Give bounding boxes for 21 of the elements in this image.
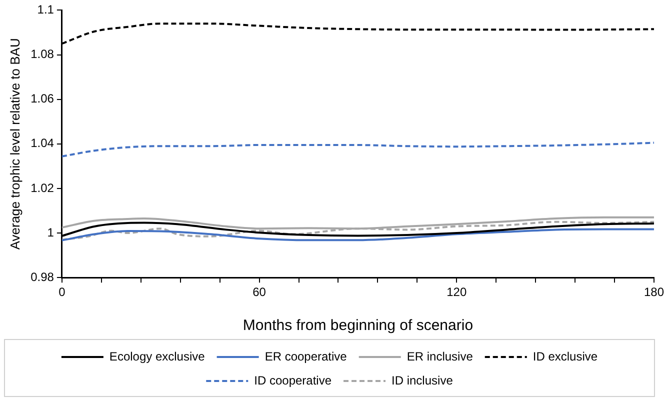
legend-label: ER inclusive xyxy=(406,349,474,364)
y-tick-label: 1.1 xyxy=(37,2,54,17)
y-axis-title: Average trophic level relative to BAU xyxy=(7,38,22,250)
y-tick-label: 1 xyxy=(47,225,54,240)
x-tick-label: 0 xyxy=(58,285,66,300)
y-tick-label: 1.04 xyxy=(30,136,54,150)
line-series xyxy=(62,228,654,242)
legend-label: ID inclusive xyxy=(392,373,454,388)
y-tick-label: 0.98 xyxy=(30,270,54,284)
legend-label: ER cooperative xyxy=(264,349,348,364)
legend-label: Ecology exclusive xyxy=(109,349,206,364)
x-tick-label: 180 xyxy=(644,285,664,300)
x-tick-label: 60 xyxy=(252,285,266,300)
line-series xyxy=(62,142,654,158)
legend-label: ID exclusive xyxy=(532,349,598,364)
x-tick-label: 120 xyxy=(446,285,467,300)
y-tick-label: 1.06 xyxy=(30,92,54,106)
legend-label: ID cooperative xyxy=(254,373,332,388)
y-tick-label: 1.02 xyxy=(30,180,54,195)
y-tick-label: 1.08 xyxy=(30,47,54,62)
x-axis-title: Months from beginning of scenario xyxy=(242,317,474,334)
